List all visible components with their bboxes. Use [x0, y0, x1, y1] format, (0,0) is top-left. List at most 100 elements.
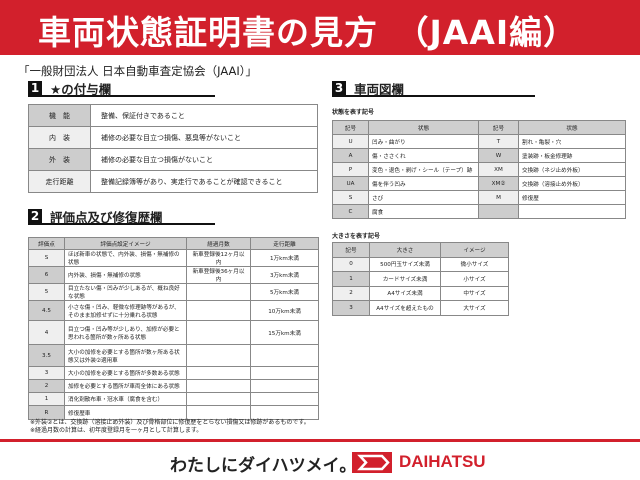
- table-row: 走行距離 整備記録簿等があり、実走行であることが確認できること: [28, 170, 318, 193]
- table-cell: 修復歴: [518, 190, 626, 205]
- table-cell: 3万km未満: [250, 266, 319, 284]
- column-header: イメージ: [440, 242, 509, 258]
- column-header: 評価点: [28, 237, 65, 250]
- table-cell: XM②: [478, 176, 519, 191]
- table-cell: W: [478, 148, 519, 163]
- column-header: 状態: [518, 120, 626, 135]
- table-cell: 微小サイズ: [440, 256, 509, 272]
- table-cell: 目立たない傷・凹みが少しあるが、概ね良好な状態: [64, 283, 187, 301]
- table-cell: 500円玉サイズ未満: [369, 256, 441, 272]
- column-header: 記号: [478, 120, 519, 135]
- table-row: A 傷・ささくれ W 塗装跡・板金修理跡: [332, 148, 626, 163]
- table-cell: 3.5: [28, 344, 65, 367]
- table-row: 2 A4サイズ未満 中サイズ: [332, 285, 509, 301]
- table-cell: UA: [332, 176, 369, 191]
- table-row: S さび M 修復歴: [332, 190, 626, 205]
- table-cell: [186, 392, 251, 406]
- table-cell: 内外装、損傷・無補修の状態: [64, 266, 187, 284]
- table-cell: [250, 405, 319, 420]
- criteria-label: 外 装: [28, 148, 91, 171]
- table-row: P 変色・退色・剥げ・シール（テープ）跡 XM 交換跡（ネジ止め外板）: [332, 162, 626, 177]
- table-cell: 新車登録後12ヶ月以内: [186, 249, 251, 267]
- table-cell: C: [332, 204, 369, 219]
- table-row: 4 目立つ傷・凹み等が少しあり、加修が必要と思われる箇所が数ヶ所ある状態 15万km…: [28, 320, 319, 345]
- table-cell: R: [28, 405, 65, 420]
- table-cell: T: [478, 134, 519, 149]
- criteria-value: 補修の必要な目立つ損傷がないこと: [90, 148, 318, 171]
- table-row: 4.5 小さな傷・凹み、軽微な修理跡等があるが、そのまま加修せずに十分乗れる状態 1…: [28, 300, 319, 321]
- table-cell: [186, 283, 251, 301]
- table-cell: P: [332, 162, 369, 177]
- table-cell: [518, 204, 626, 219]
- section-1-heading: 1 ★の付与欄: [28, 80, 215, 97]
- table-cell: 2: [332, 285, 370, 301]
- table-row: U 凹み・曲がり T 割れ・亀裂・穴: [332, 134, 626, 149]
- section-number: 3: [332, 80, 346, 96]
- table-cell: ほぼ新車の状態で、内外装、損傷・無補修の状態: [64, 249, 187, 267]
- table-cell: 10万km未満: [250, 300, 319, 321]
- footnotes: ※外装②とは、交換跡（溶接止め外装）及び骨格部位に修復歴をとらない損傷又は修跡が…: [30, 419, 310, 435]
- table-row: 5 目立たない傷・凹みが少しあるが、概ね良好な状態 5万km未満: [28, 283, 319, 301]
- organization-subtitle: 「一般財団法人 日本自動車査定協会（JAAI）」: [18, 64, 258, 78]
- table-cell: 3: [332, 300, 370, 316]
- criteria-value: 補修の必要な目立つ損傷、悪臭等がないこと: [90, 126, 318, 149]
- table-cell: [186, 320, 251, 345]
- criteria-value: 整備記録簿等があり、実走行であることが確認できること: [90, 170, 318, 193]
- criteria-value: 整備、保証付きであること: [90, 104, 318, 127]
- table-cell: 4: [28, 320, 65, 345]
- table-cell: 小サイズ: [440, 271, 509, 287]
- table-cell: 交換跡（溶接止め外板）: [518, 176, 626, 191]
- section-2-heading: 2 評価点及び修復歴欄: [28, 208, 215, 225]
- table-cell: 修復歴車: [64, 405, 187, 420]
- section-title: 車両図欄: [354, 81, 405, 97]
- table-cell: 0: [332, 256, 370, 272]
- table-row: 3 A4サイズを超えたもの 大サイズ: [332, 300, 509, 316]
- table-row: 1 消化剤散布車・冠水車（腐食を含む）: [28, 392, 319, 406]
- table-cell: [186, 379, 251, 393]
- table-row: 6 内外装、損傷・無補修の状態 新車登録後36ヶ月以内 3万km未満: [28, 266, 319, 284]
- table-cell: 塗装跡・板金修理跡: [518, 148, 626, 163]
- table-row: UA 傷を伴う凹み XM② 交換跡（溶接止め外板）: [332, 176, 626, 191]
- table-cell: [250, 344, 319, 367]
- table-cell: 傷・ささくれ: [368, 148, 479, 163]
- table-cell: A4サイズを超えたもの: [369, 300, 441, 316]
- table-cell: A: [332, 148, 369, 163]
- table-row: 内 装補修の必要な目立つ損傷、悪臭等がないこと: [28, 126, 318, 149]
- column-header: 記号: [332, 120, 369, 135]
- section-title: ★の付与欄: [50, 81, 112, 97]
- divider: [0, 439, 640, 442]
- table-cell: 1: [28, 392, 65, 406]
- table-cell: [250, 379, 319, 393]
- table-cell: XM: [478, 162, 519, 177]
- table-row: 2 加修を必要とする箇所が車両全体にある状態: [28, 379, 319, 393]
- title-banner: 車両状態証明書の見方 （JAAI編）: [0, 0, 640, 55]
- table-cell: [250, 366, 319, 380]
- table-row: C 腐食: [332, 204, 626, 219]
- table-cell: 大小の加修を必要とする箇所が多数ある状態: [64, 366, 187, 380]
- table-cell: 4.5: [28, 300, 65, 321]
- column-header: 走行距離: [250, 237, 319, 250]
- table-cell: 目立つ傷・凹み等が少しあり、加修が必要と思われる箇所が数ヶ所ある状態: [64, 320, 187, 345]
- table-row: 外 装補修の必要な目立つ損傷がないこと: [28, 148, 318, 171]
- table-row: 機 能整備、保証付きであること: [28, 104, 318, 127]
- state-symbols-table: 記号 状態 記号 状態 U 凹み・曲がり T 割れ・亀裂・穴 A 傷・ささくれ W 塗装跡・板金修理跡…: [332, 120, 626, 219]
- table-cell: 新車登録後36ヶ月以内: [186, 266, 251, 284]
- size-symbols-table: 記号 大きさ イメージ 0 500円玉サイズ未満 微小サイズ 1 カードサイズ未満 小サイズ 2 A…: [332, 242, 509, 316]
- table-row: 3 大小の加修を必要とする箇所が多数ある状態: [28, 366, 319, 380]
- section-title: 評価点及び修復歴欄: [50, 209, 163, 225]
- table-cell: [186, 366, 251, 380]
- column-header: 評価点設定イメージ: [64, 237, 187, 250]
- table-cell: 交換跡（ネジ止め外板）: [518, 162, 626, 177]
- table-cell: 大サイズ: [440, 300, 509, 316]
- table-cell: S: [28, 249, 65, 267]
- column-header: 状態: [368, 120, 479, 135]
- table-cell: 凹み・曲がり: [368, 134, 479, 149]
- table-cell: 5: [28, 283, 65, 301]
- table-row: 1 カードサイズ未満 小サイズ: [332, 271, 509, 287]
- table-cell: 大小の加修を必要とする箇所が数ヶ所ある状態又は外装②適用車: [64, 344, 187, 367]
- column-header: 大きさ: [369, 242, 441, 258]
- daihatsu-logo: DAIHATSU: [399, 452, 486, 471]
- table-row: S ほぼ新車の状態で、内外装、損傷・無補修の状態 新車登録後12ヶ月以内 1万km未満: [28, 249, 319, 267]
- table-cell: 15万km未満: [250, 320, 319, 345]
- state-symbols-caption: 状態を表す記号: [332, 109, 375, 116]
